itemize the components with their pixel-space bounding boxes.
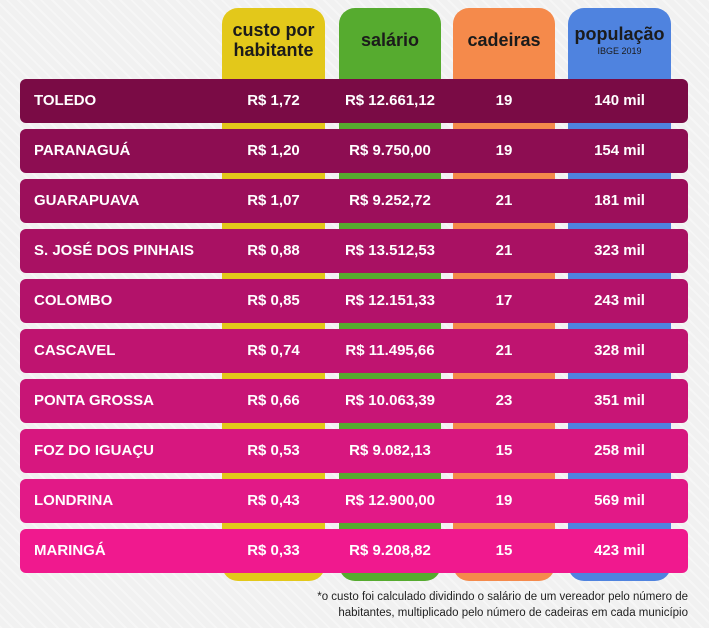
municipio-cell: GUARAPUAVA (34, 192, 140, 209)
table-row (20, 229, 688, 273)
cadeiras-cell: 15 (495, 442, 513, 459)
populacao-cell: 243 mil (594, 292, 645, 309)
custo-header: custo por habitante (222, 8, 325, 72)
cadeiras-header-label: cadeiras (467, 29, 541, 50)
custo-cell: R$ 1,20 (247, 142, 300, 159)
municipio-cell: S. JOSÉ DOS PINHAIS (34, 242, 195, 259)
table-row (20, 179, 688, 223)
salario-cell: R$ 9.252,72 (349, 192, 431, 209)
cadeiras-cell: 19 (495, 492, 513, 509)
table-row (20, 79, 688, 123)
custo-cell: R$ 0,53 (247, 442, 300, 459)
municipio-cell: PARANAGUÁ (34, 142, 131, 159)
salario-cell: R$ 12.151,33 (344, 292, 436, 309)
table-row (20, 329, 688, 373)
populacao-header-source: IBGE 2019 (597, 46, 642, 57)
municipio-cell: FOZ DO IGUAÇU (34, 442, 154, 459)
table-row (20, 379, 688, 423)
custo-cell: R$ 0,88 (247, 242, 300, 259)
populacao-cell: 258 mil (594, 442, 645, 459)
municipio-cell: PONTA GROSSA (34, 392, 155, 409)
custo-header-line1: custo por (232, 19, 315, 40)
cadeiras-cell: 23 (495, 392, 513, 409)
custo-cell: R$ 0,43 (247, 492, 300, 509)
populacao-header-label: população (574, 23, 665, 44)
table-row (20, 479, 688, 523)
table-row (20, 129, 688, 173)
populacao-cell: 140 mil (594, 92, 645, 109)
salario-cell: R$ 12.900,00 (344, 492, 436, 509)
cadeiras-cell: 21 (495, 192, 513, 209)
custo-cell: R$ 0,85 (247, 292, 300, 309)
municipio-cell: CASCAVEL (34, 342, 116, 359)
cadeiras-cell: 19 (495, 92, 513, 109)
municipio-cell: LONDRINA (34, 492, 114, 509)
custo-cell: R$ 0,74 (247, 342, 300, 359)
footnote: *o custo foi calculado dividindo o salár… (300, 590, 688, 621)
salario-cell: R$ 12.661,12 (344, 92, 436, 109)
salario-header-label: salário (360, 29, 420, 50)
populacao-cell: 323 mil (594, 242, 645, 259)
table-row (20, 429, 688, 473)
populacao-cell: 569 mil (594, 492, 645, 509)
salario-header: salário (339, 8, 441, 72)
salario-cell: R$ 13.512,53 (344, 242, 436, 259)
populacao-cell: 328 mil (594, 342, 645, 359)
custo-cell: R$ 1,07 (247, 192, 300, 209)
populacao-cell: 423 mil (594, 542, 645, 559)
salario-cell: R$ 11.495,66 (345, 342, 435, 359)
municipio-cell: MARINGÁ (34, 542, 106, 559)
municipio-cell: COLOMBO (34, 292, 113, 309)
custo-cell: R$ 1,72 (247, 92, 300, 109)
cadeiras-cell: 19 (495, 142, 513, 159)
populacao-header: população IBGE 2019 (568, 8, 671, 72)
cadeiras-header: cadeiras (453, 8, 555, 72)
populacao-cell: 181 mil (594, 192, 645, 209)
cadeiras-cell: 17 (495, 292, 513, 309)
table-row (20, 279, 688, 323)
cadeiras-cell: 21 (495, 242, 513, 259)
municipio-cell: TOLEDO (34, 92, 97, 109)
cadeiras-cell: 21 (495, 342, 513, 359)
salario-cell: R$ 9.082,13 (349, 442, 431, 459)
salario-cell: R$ 10.063,39 (344, 392, 436, 409)
custo-cell: R$ 0,33 (247, 542, 300, 559)
populacao-cell: 351 mil (594, 392, 645, 409)
salario-cell: R$ 9.750,00 (349, 142, 431, 159)
table-row (20, 529, 688, 573)
custo-header-line2: habitante (233, 40, 314, 60)
footnote-line1: *o custo foi calculado dividindo o salár… (317, 591, 688, 603)
footnote-line2: habitantes, multiplicado pelo número de … (338, 606, 688, 619)
populacao-cell: 154 mil (594, 142, 645, 159)
custo-cell: R$ 0,66 (247, 392, 300, 409)
cadeiras-cell: 15 (495, 542, 513, 559)
salario-cell: R$ 9.208,82 (349, 542, 431, 559)
